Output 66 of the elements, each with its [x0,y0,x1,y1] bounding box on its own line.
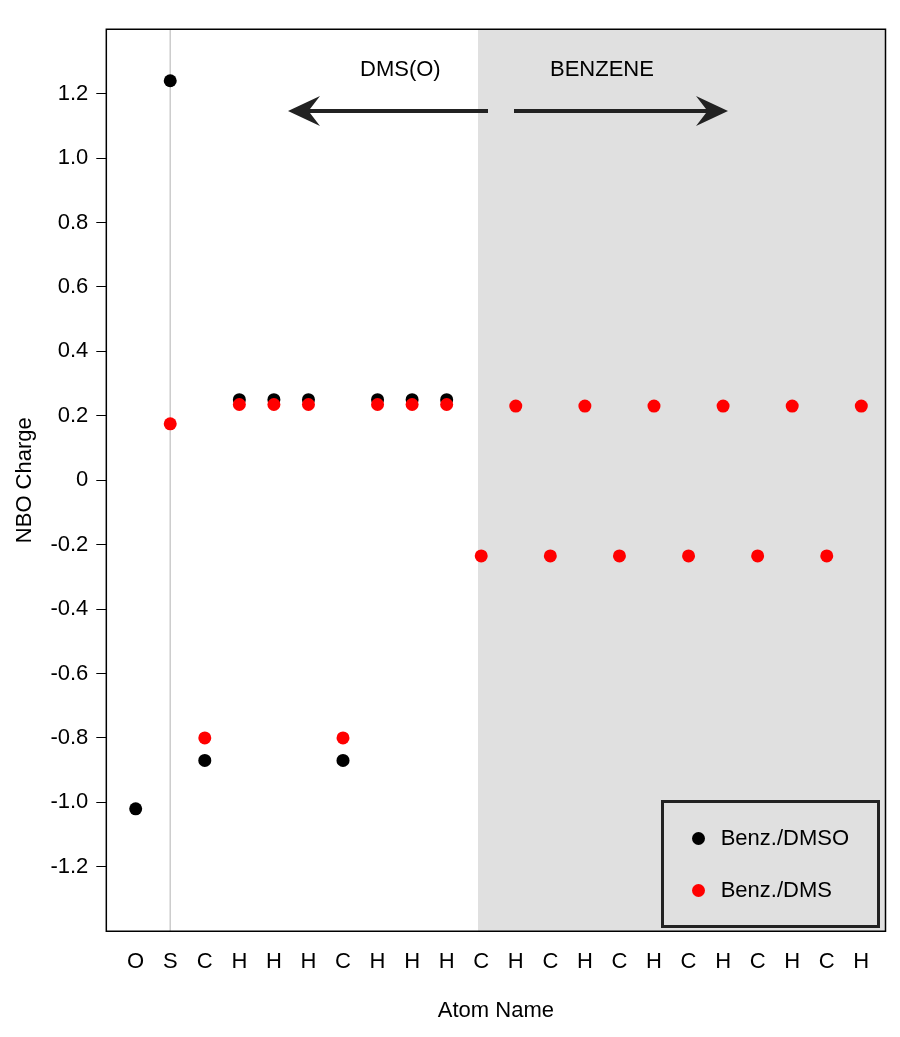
point [336,753,350,767]
point [198,731,212,745]
y-tick-label: 1.2 [57,79,89,105]
x-tick-label: O [127,948,145,974]
x-tick-label: H [438,948,455,974]
point [820,549,834,563]
y-tick-label: 0.4 [57,337,89,363]
x-tick-label: H [507,948,524,974]
x-tick-label: C [749,948,766,974]
y-tick-label: 1.0 [57,144,89,170]
y-tick-label: 0 [76,466,89,492]
point [682,549,696,563]
point [198,753,212,767]
x-tick-label: C [680,948,697,974]
annotation: DMS(O) [360,56,441,82]
x-tick-label: C [335,948,352,974]
y-tick-label: -0.8 [50,723,89,749]
x-tick-label: H [646,948,662,974]
y-tick-label: 0.2 [57,401,89,427]
y-tick-label: -0.2 [50,530,89,556]
y-tick-label: 0.8 [57,208,89,234]
x-tick-label: C [542,948,559,974]
y-tick-label: -0.4 [50,595,89,621]
point [267,398,281,411]
point [612,549,626,563]
x-tick-label: C [196,948,213,974]
x-tick-label: H [265,948,282,974]
y-tick-label: -1.2 [50,852,89,878]
x-tick-label: H [853,948,870,974]
x-tick-label: H [715,948,732,974]
point [543,549,557,563]
point [163,417,177,431]
point [232,398,246,411]
legend-label: Benz./DMSO [720,825,849,851]
x-tick-label: C [473,948,490,974]
y-tick-label: -0.6 [50,659,89,685]
y-tick-label: 0.6 [57,272,89,298]
x-tick-label: H [576,948,593,974]
y-tick-label: -1.0 [50,788,89,814]
x-tick-label: H [404,948,421,974]
point [751,549,765,563]
point [716,399,730,413]
point [578,399,592,413]
point [440,398,454,411]
point [129,802,143,816]
x-tick-label: H [369,948,386,974]
point [336,731,350,745]
legend-label: Benz./DMS [720,877,832,903]
y-axis-title: NBO Charge [11,417,37,544]
point [371,398,385,411]
x-tick-label: H [231,948,248,974]
x-tick-label: H [300,948,317,974]
point [405,398,419,411]
x-tick-label: C [818,948,835,974]
point [163,74,177,88]
point [647,399,661,413]
point [301,398,315,411]
x-axis-title: Atom Name [437,996,554,1022]
point [474,549,488,563]
x-tick-label: S [162,948,178,974]
point [785,399,799,413]
x-tick-label: C [611,948,628,974]
point [854,399,868,413]
point [509,399,523,413]
annotation: BENZENE [550,56,654,82]
x-tick-label: H [784,948,801,974]
